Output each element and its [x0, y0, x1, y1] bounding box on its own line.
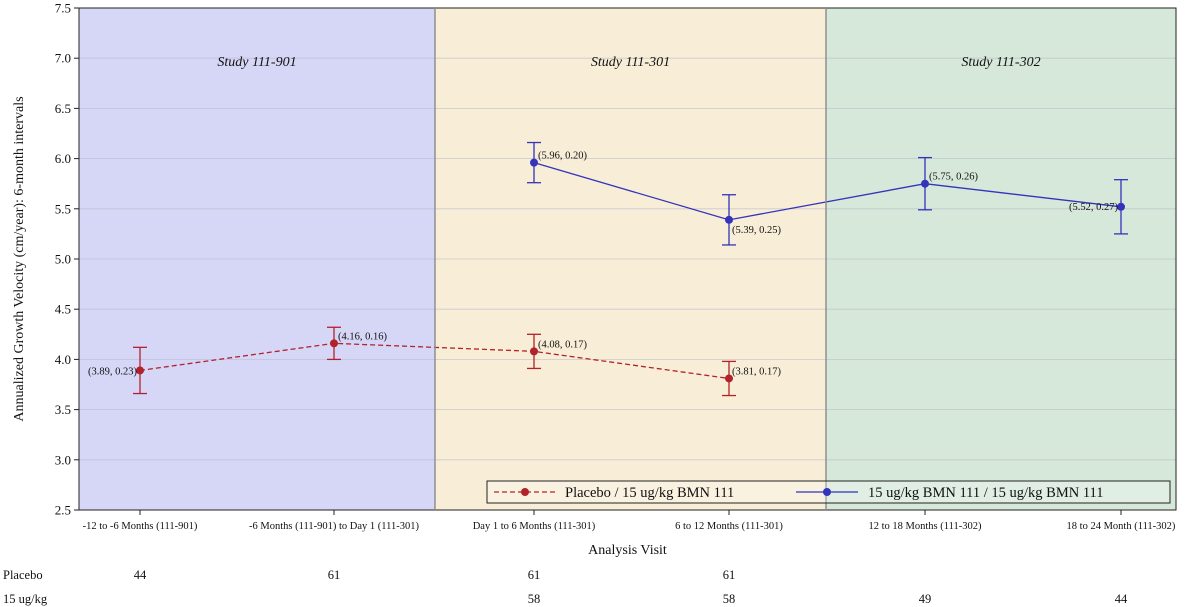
y-axis-label: Annualized Growth Velocity (cm/year): 6-…: [12, 96, 27, 421]
y-tick-label: 5.5: [55, 201, 71, 216]
data-label: (5.75, 0.26): [929, 172, 978, 183]
data-label: (5.96, 0.20): [538, 151, 587, 162]
legend-label-15-ug-kg-bmn-111-15-ug-kg-bmn-111: 15 ug/kg BMN 111 / 15 ug/kg BMN 111: [868, 485, 1104, 501]
data-point: [530, 347, 538, 356]
risk-count: 61: [528, 568, 541, 582]
y-tick-label: 3.5: [55, 402, 71, 417]
risk-table: Placebo 44 61 61 61 15 ug/kg 58 58 49 44: [3, 568, 1128, 606]
data-label: (4.16, 0.16): [338, 331, 387, 342]
data-point: [1117, 202, 1125, 211]
region-label-study-111-301: Study 111-301: [591, 55, 670, 70]
data-point: [330, 339, 338, 348]
data-label: (4.08, 0.17): [538, 339, 587, 350]
y-tick-label: 7.5: [55, 1, 71, 16]
risk-count: 44: [1115, 592, 1128, 606]
legend: Placebo / 15 ug/kg BMN 111 15 ug/kg BMN 1…: [486, 480, 1171, 504]
risk-count: 61: [723, 568, 736, 582]
y-tick-label: 4.0: [55, 352, 71, 367]
risk-row-label-15-ug-kg: 15 ug/kg: [3, 592, 48, 606]
risk-count: 58: [723, 592, 736, 606]
y-tick-label: 7.0: [55, 51, 71, 66]
series-line-placebo-15-ug-kg-bmn-111: [139, 342, 730, 380]
series-layer: (3.89, 0.23) (4.16, 0.16) (4.08, 0.17) (3.8…: [88, 141, 1128, 397]
x-tick-label: 12 to 18 Months (111-302): [869, 521, 982, 532]
risk-count: 44: [134, 568, 147, 582]
y-tick-label: 6.5: [55, 101, 71, 116]
x-axis-ticks: -12 to -6 Months (111-901) -6 Months (111…: [83, 510, 1176, 532]
region-label-study-111-901: Study 111-901: [217, 55, 296, 70]
y-tick-label: 5.0: [55, 252, 71, 267]
data-label: (3.89, 0.23): [88, 366, 137, 377]
risk-count: 49: [919, 592, 932, 606]
gridlines: [79, 7, 1176, 511]
x-tick-label: -6 Months (111-901) to Day 1 (111-301): [249, 521, 419, 532]
data-label: (3.81, 0.17): [732, 366, 781, 377]
y-tick-label: 2.5: [55, 503, 71, 518]
x-tick-label: 6 to 12 Months (111-301): [675, 521, 783, 532]
y-tick-label: 3.0: [55, 452, 71, 467]
x-tick-label: 18 to 24 Month (111-302): [1067, 521, 1176, 532]
risk-row-label-placebo: Placebo: [3, 568, 43, 582]
study-region-labels: Study 111-901 Study 111-301 Study 111-302: [217, 55, 1040, 70]
risk-count: 61: [328, 568, 341, 582]
x-tick-label: Day 1 to 6 Months (111-301): [473, 521, 596, 532]
y-axis-ticks: 2.5 3.0 3.5 4.0 4.5 5.0 5.5 6.0 6.5 7.0 7.5: [55, 1, 79, 518]
data-label: (5.52, 0.27): [1069, 202, 1118, 213]
legend-label-placebo-15-ug-kg-bmn-111: Placebo / 15 ug/kg BMN 111: [565, 485, 734, 501]
series-placebo-15-ug-kg-bmn-111: (3.89, 0.23) (4.16, 0.16) (4.08, 0.17) (3.8…: [88, 326, 781, 397]
y-tick-label: 6.0: [55, 151, 71, 166]
legend-marker-15-ug-kg-bmn-111-15-ug-kg-bmn-111: [823, 488, 831, 496]
data-point: [921, 179, 929, 188]
data-point: [136, 366, 144, 375]
data-label: (5.39, 0.25): [732, 225, 781, 236]
data-point: [725, 374, 733, 383]
x-tick-label: -12 to -6 Months (111-901): [83, 521, 198, 532]
region-label-study-111-302: Study 111-302: [961, 55, 1040, 70]
series-line-15-ug-kg-bmn-111-15-ug-kg-bmn-111: [533, 161, 1122, 221]
series-15-ug-kg-bmn-111-15-ug-kg-bmn-111: (5.96, 0.20) (5.39, 0.25) (5.75, 0.26) (5.5…: [527, 141, 1128, 246]
x-axis-label: Analysis Visit: [588, 543, 667, 558]
risk-count: 58: [528, 592, 541, 606]
y-tick-label: 4.5: [55, 302, 71, 317]
data-point: [725, 215, 733, 224]
data-point: [530, 158, 538, 167]
legend-marker-placebo-15-ug-kg-bmn-111: [521, 488, 529, 496]
